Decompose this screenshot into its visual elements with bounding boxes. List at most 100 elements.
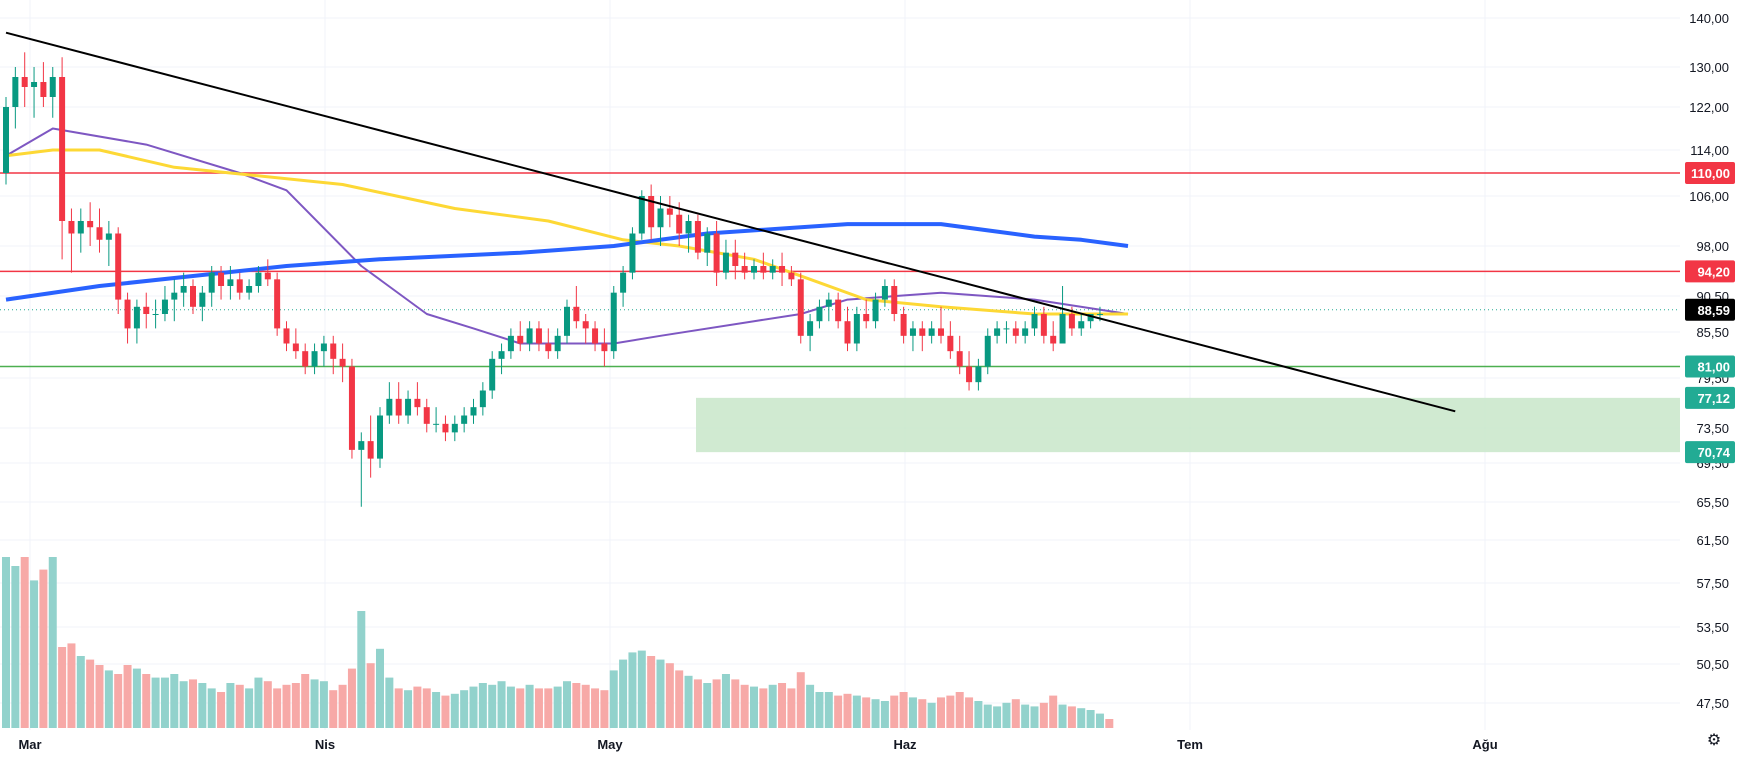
volume-bar: [460, 690, 469, 728]
volume-bar: [647, 656, 656, 728]
candle-body: [788, 272, 795, 280]
candle: [994, 321, 1001, 344]
time-axis-label: Tem: [1177, 737, 1203, 752]
candle: [171, 279, 178, 322]
candle: [881, 279, 888, 307]
volume-bar: [142, 674, 151, 728]
candle-body: [442, 423, 449, 433]
candle: [405, 390, 412, 424]
candle-body: [666, 208, 673, 215]
price-tag-box: [1685, 260, 1735, 283]
volume-bar: [937, 697, 945, 728]
price-tick-label: 140,00: [1689, 11, 1729, 26]
candle-body: [891, 286, 898, 314]
volume-bar: [525, 684, 534, 728]
price-tick-label: 53,50: [1696, 620, 1729, 635]
candle: [732, 239, 739, 280]
candle: [741, 252, 748, 280]
gear-icon[interactable]: ⚙: [1706, 732, 1722, 749]
price-tick-label: 47,50: [1696, 696, 1729, 711]
candle-body: [1012, 328, 1019, 336]
support-zone-layer: [696, 397, 1680, 453]
candle: [966, 351, 973, 391]
candle: [199, 286, 206, 322]
price-axis[interactable]: 140,00130,00122,00114,00106,0098,0090,50…: [1689, 11, 1729, 711]
volume-bar: [273, 688, 282, 728]
candle-body: [451, 423, 458, 433]
time-axis[interactable]: Mar Nis May Haz Tem Ağu: [18, 737, 1497, 752]
volume-bar: [291, 683, 300, 728]
candle: [180, 272, 187, 307]
volume-bar: [619, 659, 628, 728]
volume-bar: [581, 684, 590, 728]
volume-bar: [983, 704, 992, 728]
volume-bar: [890, 695, 899, 728]
candle: [825, 292, 832, 322]
price-tick-label: 98,00: [1696, 239, 1729, 254]
candle: [535, 321, 542, 352]
price-tick-label: 50,50: [1696, 657, 1729, 672]
price-tag: 70,74: [1685, 441, 1735, 464]
candle-body: [844, 321, 851, 344]
candle-body: [433, 423, 440, 425]
candle-body: [96, 227, 103, 240]
candle: [470, 398, 477, 424]
candle: [1031, 306, 1038, 336]
candle: [526, 321, 533, 352]
candle-body: [330, 343, 337, 359]
candle-body: [919, 328, 926, 336]
candle: [601, 328, 608, 367]
candle-body: [264, 272, 271, 280]
candle: [947, 321, 954, 359]
volume-bar: [58, 647, 67, 728]
candle: [283, 321, 290, 352]
price-tag-label: 81,00: [1697, 360, 1730, 375]
candle-body: [638, 196, 645, 234]
volume-bar: [880, 701, 889, 728]
price-tick-label: 73,50: [1696, 421, 1729, 436]
volume-bar: [1077, 708, 1086, 728]
volume-bar: [731, 679, 740, 728]
candle-body: [1031, 314, 1038, 329]
volume-bar: [357, 611, 366, 728]
volume-bar: [750, 686, 758, 728]
trendline-layer: [5, 31, 1456, 413]
candle-body: [1050, 335, 1057, 344]
volume-bar: [721, 674, 730, 728]
grid: [0, 0, 1680, 730]
volume-bar: [656, 659, 665, 728]
candle: [872, 292, 879, 329]
candle-body: [386, 398, 393, 416]
candle: [330, 335, 337, 375]
candle-body: [143, 306, 150, 314]
candles-layer: [3, 52, 1103, 507]
candle: [797, 272, 804, 344]
candle-body: [629, 233, 636, 273]
price-tag-box: [1685, 386, 1735, 409]
volume-bar: [1002, 702, 1011, 728]
volume-bar: [2, 557, 10, 728]
candle-body: [909, 328, 916, 336]
candle: [87, 202, 94, 246]
candle: [246, 279, 253, 300]
volume-bar: [1011, 699, 1020, 728]
candle: [816, 299, 823, 329]
price-tag-box: [1685, 355, 1735, 378]
volume-bar: [1095, 713, 1104, 728]
candle: [218, 266, 225, 300]
candle-body: [779, 266, 786, 273]
candle: [751, 259, 757, 280]
candle: [236, 272, 243, 300]
volume-bar: [488, 684, 497, 728]
candle: [451, 415, 458, 442]
price-tag-label: 88,59: [1697, 303, 1730, 318]
candle-body: [461, 415, 468, 424]
candle-body: [1040, 314, 1047, 336]
candle: [377, 407, 383, 468]
volume-bar: [544, 688, 553, 728]
moving-average-line: [5, 148, 1128, 316]
price-tag: 81,00: [1685, 355, 1735, 378]
candle: [77, 208, 84, 253]
